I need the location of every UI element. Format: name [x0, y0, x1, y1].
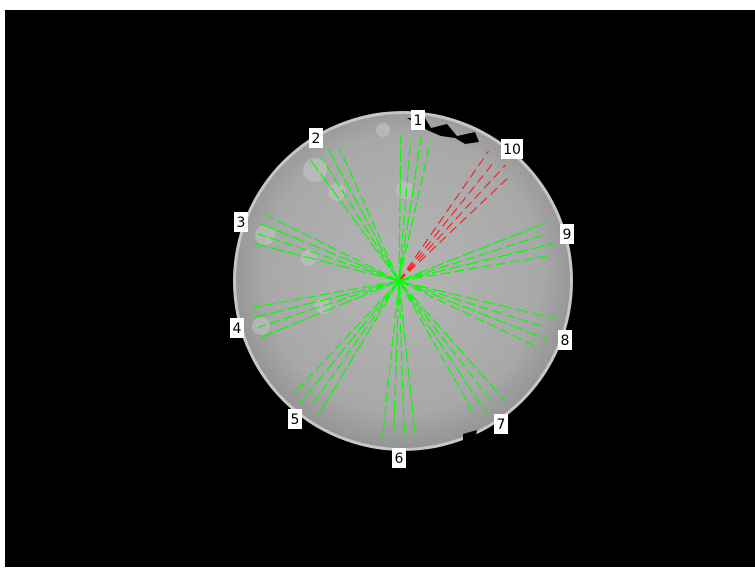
ray-label-box: [501, 139, 523, 159]
ray-1-line-4: [398, 142, 431, 282]
ray-bundle-5: [294, 280, 400, 416]
ray-label-6: 6: [392, 448, 406, 468]
ray-2-line-1: [310, 160, 400, 282]
ray-9-line-2: [398, 233, 547, 282]
ray-label-text: 2: [312, 131, 321, 147]
radial-disk-figure: 1 2 3 4 5 6 7 8 9 10: [230, 110, 574, 468]
ray-bundle-7: [398, 280, 506, 417]
ray-9-line-1: [398, 222, 547, 282]
ray-label-box: [560, 224, 574, 244]
ray-8-line-3: [398, 280, 549, 341]
ray-2-line-2: [321, 157, 400, 282]
ray-label-10: 10: [501, 139, 523, 159]
ray-10-line-4: [398, 174, 512, 282]
ray-label-1: 1: [411, 110, 425, 130]
ray-6-line-3: [392, 280, 400, 442]
ray-9-line-4: [398, 254, 552, 282]
ray-label-3: 3: [234, 212, 248, 232]
ray-4-line-3: [250, 280, 400, 319]
ray-bundle-3: [251, 214, 400, 282]
ray-7-line-4: [398, 280, 477, 417]
ray-bundle-2: [310, 148, 400, 282]
ray-3-line-2: [257, 233, 400, 282]
disk-edge-notch: [463, 430, 477, 444]
ray-label-box: [288, 409, 302, 429]
ray-1-line-3: [398, 136, 422, 282]
ray-6-line-4: [382, 280, 400, 438]
ray-label-text: 4: [233, 321, 242, 337]
ray-5-line-2: [310, 280, 400, 407]
ray-bundle-9: [398, 222, 554, 282]
ray-7-line-2: [398, 280, 495, 405]
ray-10-line-1: [398, 150, 489, 282]
ray-label-text: 6: [395, 451, 404, 467]
ray-8-line-2: [398, 280, 549, 329]
ray-label-7: 7: [494, 414, 508, 434]
ray-6-line-2: [398, 280, 406, 438]
ray-6-line-1: [398, 280, 417, 442]
ray-4-line-2: [257, 280, 400, 328]
ray-label-box: [392, 448, 406, 468]
ray-label-8: 8: [558, 330, 572, 350]
ray-label-text: 7: [497, 417, 506, 433]
ray-1-line-1: [398, 134, 402, 282]
ray-7-line-3: [398, 280, 488, 415]
ray-4-line-4: [252, 280, 400, 308]
ray-label-box: [411, 110, 425, 130]
ray-10-line-3: [398, 164, 507, 282]
ray-label-box: [309, 128, 323, 148]
ray-lines: [250, 134, 555, 442]
ray-4-line-1: [257, 280, 400, 340]
ray-5-line-3: [299, 280, 400, 404]
ray-2-line-3: [328, 149, 400, 282]
ray-label-text: 10: [503, 142, 521, 158]
ray-label-text: 3: [237, 215, 246, 231]
image-viewer: 1 2 3 4 5 6 7 8 9 10: [5, 10, 755, 567]
ray-label-9: 9: [560, 224, 574, 244]
ray-10-line-2: [398, 160, 496, 282]
ray-label-box: [234, 212, 248, 232]
ray-label-4: 4: [230, 318, 244, 338]
ray-label-text: 8: [561, 333, 570, 349]
ray-label-box: [230, 318, 244, 338]
ray-2-line-4: [339, 148, 400, 282]
ray-label-box: [494, 414, 508, 434]
ray-label-text: 5: [291, 412, 300, 428]
ray-origin-marker: [396, 278, 402, 284]
ray-label-2: 2: [309, 128, 323, 148]
ray-label-5: 5: [288, 409, 302, 429]
ray-9-line-3: [398, 243, 554, 282]
ray-label-box: [558, 330, 572, 350]
ray-5-line-1: [317, 280, 400, 416]
ray-bundle-8: [398, 280, 555, 349]
ray-5-line-4: [294, 280, 400, 394]
ray-8-line-1: [398, 280, 555, 320]
ray-3-line-4: [265, 214, 400, 282]
ray-7-line-1: [398, 280, 506, 401]
ray-bundle-1: [398, 134, 431, 282]
ray-8-line-4: [398, 280, 541, 349]
ray-bundle-4: [250, 280, 400, 340]
ray-labels: 1 2 3 4 5 6 7 8 9 10: [230, 110, 574, 468]
ray-label-text: 9: [563, 227, 572, 243]
ray-bundle-10: [398, 150, 512, 282]
ray-label-text: 1: [414, 113, 423, 129]
ray-1-line-2: [398, 139, 412, 282]
ray-3-line-1: [251, 242, 400, 282]
ray-3-line-3: [257, 222, 400, 282]
ray-bundle-6: [382, 280, 417, 442]
